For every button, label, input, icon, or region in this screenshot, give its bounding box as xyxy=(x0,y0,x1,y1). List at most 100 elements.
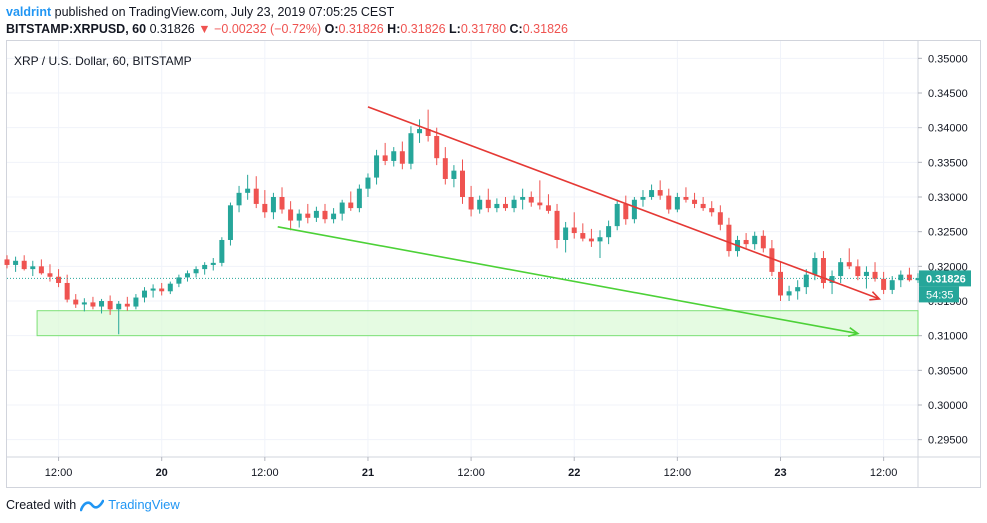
candle-body xyxy=(777,271,783,296)
candle-body xyxy=(245,188,251,193)
candle-body xyxy=(30,266,36,270)
candle-body xyxy=(425,129,431,136)
candle-body xyxy=(803,274,809,288)
resistance-trendline-arrowhead xyxy=(869,291,882,301)
candle-body xyxy=(81,302,87,305)
time-tick-label: 22 xyxy=(568,467,580,479)
candle-body xyxy=(116,303,122,310)
candle-body xyxy=(769,248,775,272)
candle-body xyxy=(365,177,371,189)
candle-body xyxy=(666,195,672,210)
candle-body xyxy=(167,283,173,292)
candle-body xyxy=(468,197,474,210)
time-tick-label: 12:00 xyxy=(457,467,485,479)
time-tick-label: 12:00 xyxy=(870,467,898,479)
candle-body xyxy=(657,190,663,196)
candle-body xyxy=(623,203,629,220)
footer: Created with TradingView xyxy=(6,497,180,512)
candle-body xyxy=(820,258,826,283)
candle-body xyxy=(838,262,844,277)
price-tick-label: 0.34000 xyxy=(928,123,968,135)
tradingview-logo-icon[interactable] xyxy=(80,498,105,512)
candle-body xyxy=(417,129,423,134)
low-label: L: xyxy=(449,22,461,36)
time-tick-label: 12:00 xyxy=(45,467,73,479)
candle-body xyxy=(537,202,543,206)
candle-body xyxy=(881,278,887,290)
candle-body xyxy=(339,202,345,214)
low-value: 0.31780 xyxy=(460,22,507,36)
candle-body xyxy=(73,299,79,305)
candle-body xyxy=(709,208,715,213)
candle-body xyxy=(442,158,448,179)
support-trendline-arrowhead xyxy=(847,327,860,338)
candle-body xyxy=(356,188,362,209)
last-price-label-bg xyxy=(919,270,971,287)
open-value: 0.31826 xyxy=(338,22,384,36)
candle-body xyxy=(348,202,354,209)
candle-body xyxy=(90,302,96,307)
candle-body xyxy=(898,274,904,281)
price-tick-label: 0.35000 xyxy=(928,53,968,65)
price-tick-label: 0.31000 xyxy=(928,331,968,343)
candle-body xyxy=(202,264,208,270)
candle-body xyxy=(485,199,491,209)
candle-body xyxy=(528,197,534,203)
chart-title: XRP / U.S. Dollar, 60, BITSTAMP xyxy=(14,54,192,68)
candle-body xyxy=(502,203,508,209)
candle-body xyxy=(571,227,577,234)
support-zone-rect xyxy=(36,310,919,337)
high-label: H: xyxy=(387,22,401,36)
candle-body xyxy=(142,290,148,298)
tradingview-brand[interactable]: TradingView xyxy=(108,497,180,512)
candle-body xyxy=(99,301,105,307)
candle-body xyxy=(4,259,10,265)
price-tick-label: 0.30000 xyxy=(928,400,968,412)
candle-body xyxy=(649,190,655,197)
author-name[interactable]: valdrint xyxy=(6,5,52,19)
last-price-label: 0.31826 xyxy=(926,273,966,285)
candle-body xyxy=(253,188,259,204)
candle-body xyxy=(855,266,861,277)
candle-body xyxy=(193,269,199,274)
time-tick-label: 23 xyxy=(774,467,786,479)
resistance-trendline xyxy=(367,106,880,300)
candle-body xyxy=(597,237,603,242)
close-label: C: xyxy=(509,22,523,36)
candle-body xyxy=(520,197,526,200)
candle-body xyxy=(391,151,397,161)
candle-body xyxy=(477,199,483,210)
publication-header: valdrint published on TradingView.com, J… xyxy=(6,4,394,21)
price-tick-label: 0.30500 xyxy=(928,365,968,377)
symbol-ohlc-line: BITSTAMP:XRPUSD, 60 0.31826 ▼ −0.00232 (… xyxy=(6,21,568,38)
candle-body xyxy=(683,197,689,200)
time-tick-label: 12:00 xyxy=(664,467,692,479)
candle-body xyxy=(863,271,869,277)
candle-body xyxy=(107,301,113,310)
candle-body xyxy=(717,212,723,225)
candle-body xyxy=(56,276,62,283)
candle-body xyxy=(227,205,233,240)
candle-body xyxy=(692,199,698,204)
candle-body xyxy=(760,235,766,249)
candle-body xyxy=(451,170,457,179)
candle-body xyxy=(374,155,380,178)
candle-body xyxy=(511,199,517,209)
countdown-label: 54:35 xyxy=(926,289,954,301)
candle-body xyxy=(184,273,190,278)
candle-body xyxy=(236,192,242,206)
candle-body xyxy=(631,199,637,220)
candle-body xyxy=(47,273,53,277)
candle-body xyxy=(906,274,912,281)
candle-body xyxy=(382,155,388,161)
last-price: 0.31826 xyxy=(149,22,195,36)
candle-body xyxy=(399,151,405,164)
down-arrow-icon: ▼ xyxy=(198,22,211,36)
candle-body xyxy=(786,291,792,296)
candle-body xyxy=(752,235,758,245)
candle-body xyxy=(305,213,311,218)
candle-body xyxy=(270,197,276,213)
price-tick-label: 0.33000 xyxy=(928,192,968,204)
candle-body xyxy=(494,203,500,209)
